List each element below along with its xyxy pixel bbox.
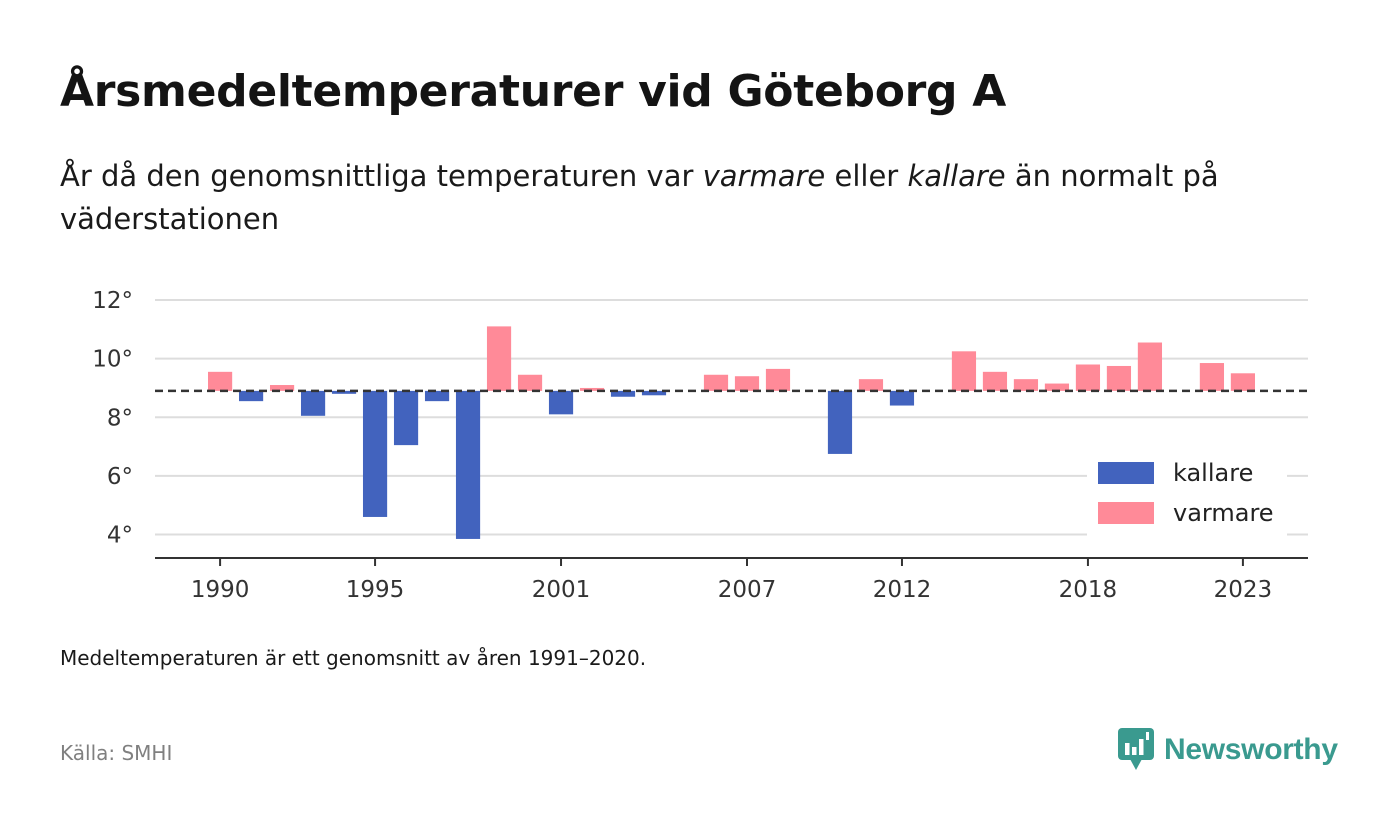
newsworthy-logo[interactable]: Newsworthy xyxy=(1118,728,1338,772)
legend-label-kallare: kallare xyxy=(1173,459,1253,487)
bar-2020 xyxy=(1137,342,1163,391)
bar-1999 xyxy=(486,326,512,391)
bar-1991 xyxy=(238,390,264,402)
subtitle-text-part2: eller xyxy=(825,159,908,193)
x-tick-label-2012: 2012 xyxy=(873,577,932,603)
legend-label-varmare: varmare xyxy=(1173,499,1274,527)
bar-2007 xyxy=(734,376,760,391)
bar-2019 xyxy=(1106,365,1132,391)
bar-2022 xyxy=(1199,363,1225,391)
bar-2000 xyxy=(517,374,543,391)
bar-1990 xyxy=(208,371,233,391)
bars xyxy=(208,326,1255,539)
subtitle-text-part1: År då den genomsnittliga temperaturen va… xyxy=(60,159,703,193)
bar-1993 xyxy=(300,390,326,416)
y-tick-label-10: 10° xyxy=(92,347,133,373)
y-tick-label-4: 4° xyxy=(107,523,133,549)
x-tick-label-1990: 1990 xyxy=(191,577,250,603)
bar-2014 xyxy=(951,351,977,391)
legend-swatch-kallare xyxy=(1098,462,1154,484)
bar-2008 xyxy=(765,368,791,391)
logo-text: Newsworthy xyxy=(1164,733,1338,766)
bar-1998 xyxy=(455,390,481,539)
y-tick-label-8: 8° xyxy=(107,405,133,431)
bar-2018 xyxy=(1075,364,1101,391)
x-tick-label-1995: 1995 xyxy=(346,577,405,603)
bar-2010 xyxy=(827,390,853,454)
chart-title: Årsmedeltemperaturer vid Göteborg A xyxy=(60,66,1007,117)
footnote: Medeltemperaturen är ett genomsnitt av å… xyxy=(60,646,647,670)
subtitle-text-part3: än normalt på väderstationen xyxy=(60,159,1219,236)
bar-2015 xyxy=(982,371,1008,391)
legend-swatch-varmare xyxy=(1098,502,1154,524)
bar-2004 xyxy=(641,390,667,396)
bar-1996 xyxy=(393,390,419,446)
x-tick-label-2001: 2001 xyxy=(532,577,591,603)
x-tick-label-2007: 2007 xyxy=(718,577,777,603)
x-tick-label-2023: 2023 xyxy=(1214,577,1273,603)
subtitle-warmer-word: varmare xyxy=(702,159,826,193)
bar-2011 xyxy=(858,379,884,391)
y-tick-label-6: 6° xyxy=(107,464,133,490)
bar-chart: 4° 6° 8° 10° 12° 1990 1995 2001 2007 2012 2018 2023… xyxy=(92,288,1308,603)
bar-1997 xyxy=(424,390,450,402)
bar-2023 xyxy=(1230,373,1255,391)
bar-2017 xyxy=(1044,383,1070,391)
chart-subtitle: År då den genomsnittliga temperaturen va… xyxy=(60,155,1320,241)
bar-2012 xyxy=(889,390,915,406)
bar-2003 xyxy=(610,390,636,397)
bar-2001 xyxy=(548,390,574,415)
bar-1995 xyxy=(362,390,388,517)
source-credit: Källa: SMHI xyxy=(60,741,173,765)
bar-2016 xyxy=(1013,379,1039,391)
y-tick-label-12: 12° xyxy=(92,288,133,314)
bar-1994 xyxy=(331,390,357,394)
x-tick-label-2018: 2018 xyxy=(1059,577,1118,603)
bar-2006 xyxy=(703,374,729,391)
axes: 4° 6° 8° 10° 12° 1990 1995 2001 2007 2012 2018 2023 xyxy=(92,288,1308,603)
bar-2002 xyxy=(579,387,605,391)
newsworthy-chart-bubble-icon xyxy=(1118,728,1154,770)
legend: kallare varmare xyxy=(1087,450,1287,538)
bar-1992 xyxy=(269,385,295,391)
subtitle-colder-word: kallare xyxy=(907,159,1006,193)
